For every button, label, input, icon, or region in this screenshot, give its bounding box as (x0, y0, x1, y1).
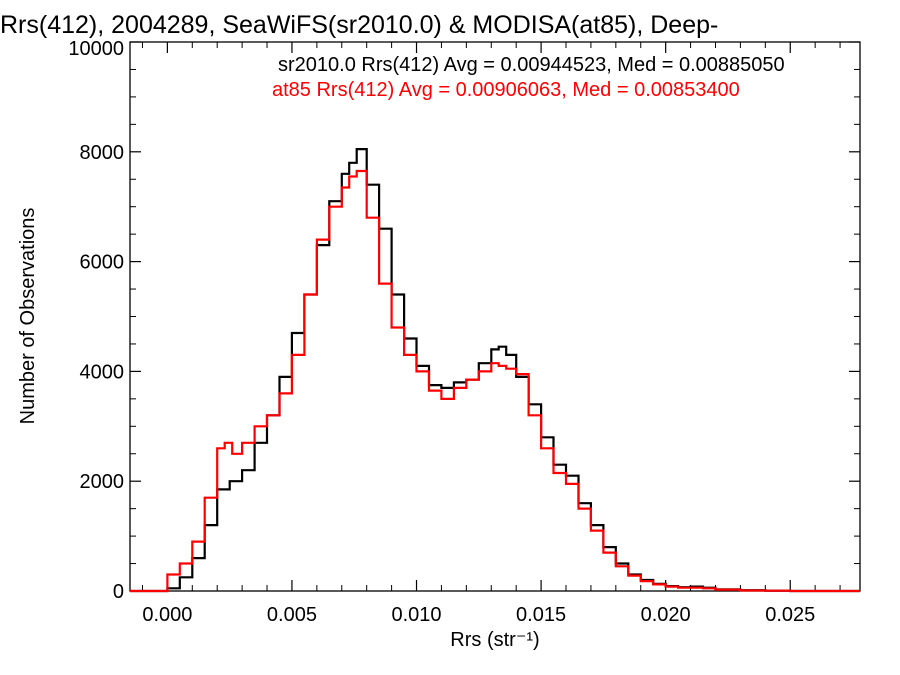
annotation-sr2010: sr2010.0 Rrs(412) Avg = 0.00944523, Med … (278, 54, 785, 76)
x-tick-label: 0.010 (391, 604, 441, 626)
x-axis-title: Rrs (str⁻¹) (450, 629, 539, 651)
annotation-at85: at85 Rrs(412) Avg = 0.00906063, Med = 0.… (272, 79, 740, 101)
x-tick-label: 0.025 (765, 604, 815, 626)
x-tick-label: 0.000 (142, 604, 192, 626)
y-tick-label: 2000 (80, 471, 125, 493)
series-line-1 (130, 169, 860, 593)
plot-frame (129, 41, 861, 592)
y-axis: 0 2000 4000 6000 8000 10000 (68, 38, 860, 603)
y-tick-label: 4000 (80, 361, 125, 383)
series-line-0 (130, 148, 860, 593)
y-tick-label: 0 (113, 581, 124, 603)
chart-title: Rrs(412), 2004289, SeaWiFS(sr2010.0) & M… (0, 11, 718, 39)
x-axis: 0.000 0.005 0.010 0.015 0.020 0.025 (141, 42, 841, 626)
x-tick-label: 0.020 (641, 604, 691, 626)
y-tick-label: 8000 (80, 142, 125, 164)
series-group (130, 148, 860, 593)
y-axis-title: Number of Observations (17, 208, 39, 425)
x-tick-label: 0.005 (267, 604, 317, 626)
x-tick-label: 0.015 (516, 604, 566, 626)
y-tick-label: 6000 (80, 252, 125, 274)
y-tick-label: 10000 (68, 38, 124, 60)
